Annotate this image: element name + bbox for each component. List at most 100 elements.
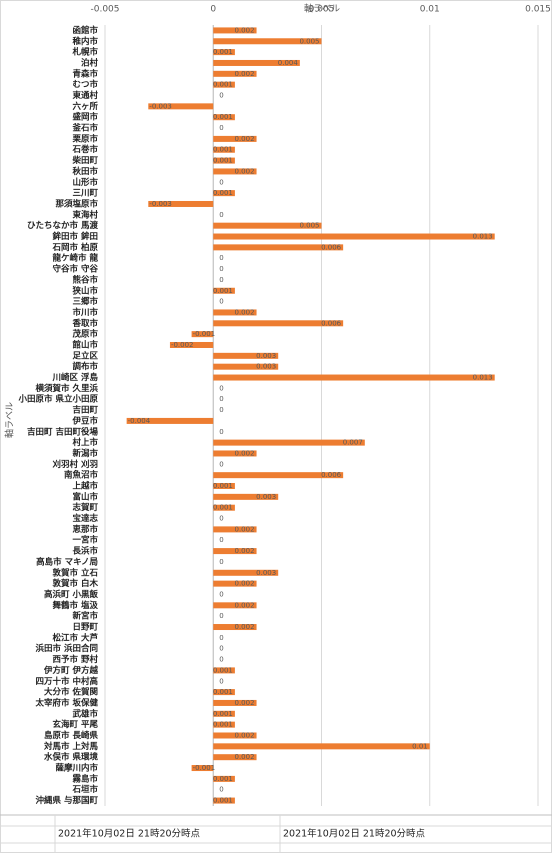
y-tick-label: 長浜市: [72, 546, 98, 557]
value-label: 0.002: [235, 547, 255, 555]
value-label: 0.001: [213, 48, 233, 56]
y-tick-label: 対馬市 上対馬: [43, 741, 98, 752]
bar: [213, 689, 235, 696]
y-tick-label: 青森市: [72, 68, 98, 79]
y-tick-label: 吉田町 吉田町役場: [27, 426, 98, 437]
value-label: -0.002: [171, 341, 194, 349]
y-tick-label: 茂原市: [71, 329, 98, 340]
bar: [213, 146, 235, 153]
y-tick-label: 高島市 マキノ局: [36, 556, 98, 567]
y-tick-label: 函館市: [72, 25, 98, 36]
value-label: 0.001: [213, 81, 233, 89]
y-tick-label: 館山市: [71, 339, 98, 350]
value-label: 0: [219, 428, 223, 436]
bar: [213, 320, 344, 327]
bar: [213, 70, 257, 77]
value-label: 0.001: [213, 775, 233, 783]
value-label: 0.003: [256, 352, 276, 360]
bar: [213, 483, 235, 490]
bar: [213, 287, 235, 294]
bar: [148, 103, 214, 110]
y-tick-label: むつ市: [72, 79, 98, 90]
y-tick-label: 新潟市: [72, 448, 98, 459]
bar: [213, 59, 300, 66]
bar: [126, 417, 214, 424]
y-tick-label: 石巻市: [71, 144, 98, 155]
y-tick-label: 敦賀市 立石: [53, 567, 99, 578]
y-tick-label: 南魚沼市: [64, 470, 99, 481]
value-label: 0: [219, 406, 223, 414]
value-label: 0: [219, 384, 223, 392]
bar: [213, 244, 344, 251]
bar: [213, 374, 495, 381]
y-tick-label: 石岡市 柏原: [52, 242, 99, 253]
y-tick-label: 東海村: [72, 209, 98, 220]
y-tick-label: 一宮市: [72, 535, 98, 546]
value-label: 0: [219, 677, 223, 685]
value-label: 0: [219, 590, 223, 598]
x-tick-label: 0: [210, 5, 216, 15]
bar: [213, 569, 279, 576]
bar: [213, 168, 257, 175]
y-tick-label: 泊村: [81, 57, 99, 68]
value-label: 0.003: [256, 569, 276, 577]
bar: [213, 38, 322, 45]
bar: [213, 721, 235, 728]
y-axis-title: 軸ラベル: [4, 402, 16, 438]
y-tick-label: 霧島市: [71, 773, 98, 784]
value-label: 0: [219, 786, 223, 794]
y-tick-label: 東通村: [72, 90, 98, 101]
bar: [213, 710, 235, 717]
value-label: 0.001: [213, 287, 233, 295]
bar: [213, 504, 235, 511]
y-tick-label: 舞鶴市 塩汲: [52, 600, 99, 611]
x-tick-label: 0.015: [525, 5, 551, 15]
footer-text: 2021年10月02日 21時20分時点: [58, 828, 201, 840]
y-tick-label: 宝達志: [72, 513, 98, 524]
y-tick-label: 香取市: [71, 318, 98, 329]
value-label: 0: [219, 645, 223, 653]
value-label: -0.004: [128, 417, 151, 425]
value-label: 0.002: [235, 623, 255, 631]
bar: [213, 157, 235, 164]
value-label: 0: [219, 276, 223, 284]
y-tick-label: 熊谷市: [72, 274, 98, 285]
bar: [213, 233, 495, 240]
y-tick-label: 龍ケ崎市 龍: [53, 253, 99, 264]
value-label: 0: [219, 395, 223, 403]
x-tick-label: 0.01: [420, 5, 440, 15]
y-tick-label: 村上市: [72, 437, 98, 448]
value-label: 0.001: [213, 146, 233, 154]
value-label: 0.013: [473, 233, 493, 241]
y-tick-label: 浜田市 浜田合同: [36, 643, 98, 654]
y-tick-label: 山形市: [72, 177, 98, 188]
value-label: 0.007: [343, 439, 363, 447]
value-label: 0.001: [213, 666, 233, 674]
value-label: 0: [219, 536, 223, 544]
value-label: 0.001: [213, 113, 233, 121]
value-label: 0.002: [235, 70, 255, 78]
value-label: -0.001: [193, 764, 216, 772]
y-tick-label: 志賀町: [72, 502, 98, 513]
value-label: 0.002: [235, 308, 255, 316]
footer-text: 2021年10月02日 21時20分時点: [283, 828, 426, 840]
y-tick-label: 柴田町: [71, 155, 98, 166]
x-tick-label: 0.005: [309, 5, 335, 15]
value-label: 0: [219, 634, 223, 642]
value-label: 0: [219, 211, 223, 219]
bar: [213, 450, 257, 457]
y-tick-label: 鉾田市 鉾田: [53, 231, 98, 242]
y-tick-label: 西予市 野村: [53, 654, 99, 665]
bar: [191, 765, 214, 772]
bar: [213, 667, 235, 674]
value-label: 0: [219, 92, 223, 100]
value-label: 0.006: [321, 471, 342, 479]
bar: [213, 602, 257, 609]
y-tick-label: 上越市: [72, 481, 98, 492]
y-tick-label: 玄海町 平尾: [53, 719, 99, 730]
y-tick-label: 日野町: [72, 623, 98, 633]
y-tick-label: 三郷市: [72, 296, 98, 307]
value-label: 0: [219, 265, 223, 273]
